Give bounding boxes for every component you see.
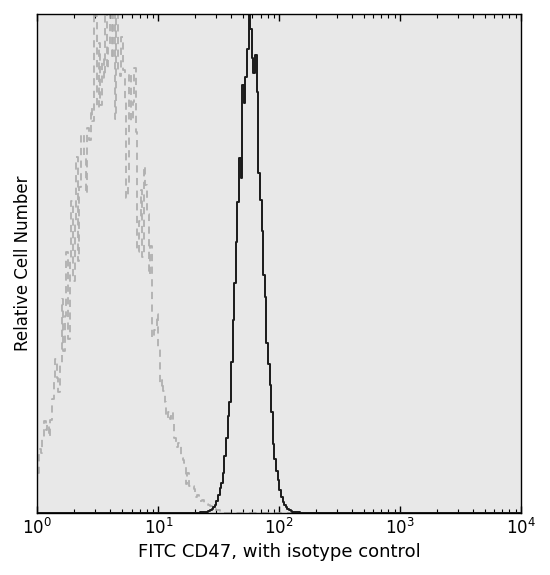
X-axis label: FITC CD47, with isotype control: FITC CD47, with isotype control — [138, 543, 421, 561]
Y-axis label: Relative Cell Number: Relative Cell Number — [14, 175, 32, 351]
